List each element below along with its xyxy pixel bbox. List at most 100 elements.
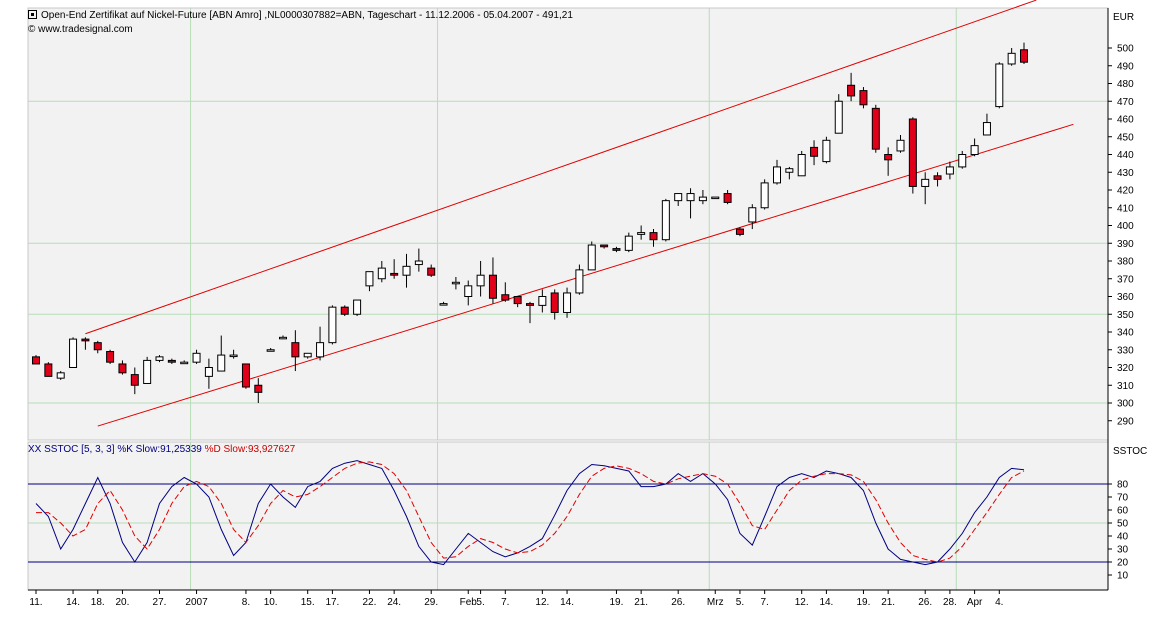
candle [748,204,757,230]
x-tick-label: 14. [819,597,833,608]
x-tick-label: Apr [967,597,983,608]
stochastic-series [35,460,1025,566]
candle-body [464,285,473,298]
y-tick-label: 360 [1117,292,1134,303]
candle [958,150,967,169]
y-tick-label: 70 [1117,493,1129,504]
candle-body [167,359,176,363]
candle [661,198,670,242]
candle [810,140,819,166]
candle [723,190,732,205]
candle-body [797,154,806,177]
candle [143,356,152,384]
y-tick-label: 470 [1117,97,1134,108]
candle [933,172,942,187]
candle-body [711,196,720,200]
candle-body [884,154,893,161]
candle-body [279,336,287,340]
candle-body [563,292,572,313]
candle-body [587,244,596,271]
candle [908,117,917,194]
candle [118,360,127,375]
price-panel [28,8,1108,440]
x-tick-label: 14. [560,597,574,608]
candle-body [649,232,658,241]
candle-body [501,294,510,301]
y-tick-label: 50 [1117,519,1129,530]
candle-body [316,342,325,358]
candle-body [1007,52,1016,65]
candle-body [538,296,547,306]
candle [476,261,485,297]
candle [69,337,78,369]
y-tick-label: 370 [1117,274,1134,285]
candle-body [995,63,1004,108]
y-tick-label: 490 [1117,61,1134,72]
x-tick-label: 19. [609,597,623,608]
y-tick-label: 450 [1117,132,1134,143]
candle-body [130,374,139,386]
indicator-axis-label: SSTOC [1113,446,1147,457]
y-tick-label: 30 [1117,545,1129,556]
candle-body [945,166,954,175]
candle [217,335,226,372]
candle-body [476,274,485,287]
y-axis-label: EUR [1113,12,1134,23]
x-tick-label: 26. [671,597,685,608]
candle [563,287,572,318]
indicator-icon: XX [28,444,42,455]
candle-body [488,274,497,299]
candle [834,94,843,134]
candle [501,282,510,302]
candle-body [810,146,819,157]
candle [884,147,893,176]
candle [513,296,522,308]
grid-lines [28,8,1108,590]
stochastic-reference-lines [28,483,1108,563]
y-tick-label: 440 [1117,150,1134,161]
y-tick-label: 310 [1117,381,1134,392]
candle-body [32,356,40,365]
candle-body [340,306,349,315]
x-tick-label: 21. [881,597,895,608]
x-tick-label: Feb [460,597,478,608]
candle-body [353,299,362,315]
candle [204,358,213,389]
x-tick-label: 15. [301,597,315,608]
x-tick-label: 10. [264,597,278,608]
d-slow-label: %D Slow:93,927627 [204,444,296,455]
candle [155,355,164,363]
x-tick-label: 5. [476,597,484,608]
x-tick-label: 27. [153,597,167,608]
candle-body [93,342,102,351]
candle [130,367,139,395]
candle-body [526,303,534,306]
candle [587,241,596,271]
x-tick-label: 20. [115,597,129,608]
candle [266,347,275,352]
candle [353,299,362,317]
candle-body [1020,49,1028,63]
y-tick-label: 300 [1117,399,1134,410]
y-tick-label: 350 [1117,310,1134,321]
candle [575,264,584,295]
candle [93,340,102,354]
x-tick-label: 4. [995,597,1003,608]
candle [377,261,386,283]
candle-body [686,193,695,202]
candle-body [723,193,732,203]
candle [291,330,300,372]
axis-labels: 290 300 310 320 330 340 350 360 370 380 390 400 410 4… [29,12,1147,608]
candle-body [674,193,683,202]
candle-body [982,122,991,136]
x-tick-label: 29. [424,597,438,608]
x-tick-label: 22. [362,597,376,608]
candle [735,227,744,237]
candle [180,360,189,365]
candle-body [748,207,757,223]
y-tick-label: 40 [1117,532,1129,543]
candle [464,280,473,306]
x-tick-label: 5. [736,597,744,608]
y-tick-label: 390 [1117,239,1134,250]
candle-body [958,154,967,168]
